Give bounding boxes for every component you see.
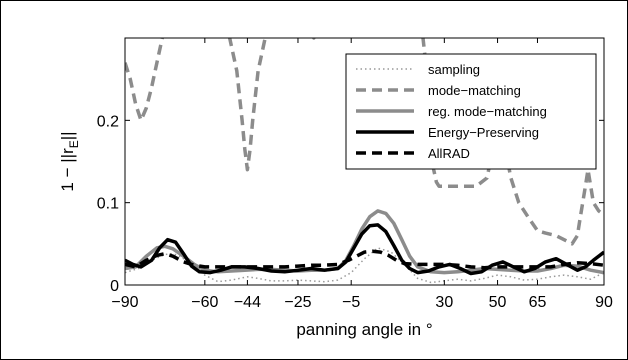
y-axis-label-subscript: E [67, 140, 81, 148]
y-axis-label-main: 1 − ||r [58, 148, 77, 192]
legend-label: mode−matching [428, 83, 521, 98]
legend: sampling mode−matching reg. mode−matching E… [345, 53, 597, 170]
tick-layer: −90 −60 −44 −25 −5 30 50 65 90 0 0.1 0.2 [97, 38, 613, 311]
svg-text:1 − ||rE||: 1 − ||rE|| [58, 131, 81, 191]
legend-label: AllRAD [428, 146, 470, 161]
legend-label: Energy−Preserving [428, 125, 539, 140]
x-tick-label: 30 [435, 294, 453, 311]
legend-label: sampling [428, 62, 480, 77]
legend-entry: sampling [356, 62, 480, 77]
series-layer [125, 38, 604, 284]
x-tick-label: 50 [489, 294, 507, 311]
x-tick-label: −44 [234, 294, 261, 311]
x-tick-label: 65 [529, 294, 547, 311]
plot-box [124, 37, 605, 286]
x-tick-label: −90 [111, 294, 138, 311]
x-tick-label: −25 [284, 294, 311, 311]
x-tick-label: 90 [595, 294, 613, 311]
legend-entry: reg. mode−matching [356, 104, 547, 119]
y-tick-label: 0.2 [97, 113, 119, 130]
legend-entry: Energy−Preserving [356, 125, 539, 140]
x-tick-label: −60 [191, 294, 218, 311]
legend-label: reg. mode−matching [428, 104, 547, 119]
series-line-5 [125, 249, 604, 270]
y-tick-label: 0 [110, 278, 119, 295]
x-axis-label: panning angle in ° [296, 320, 432, 339]
y-axis-label-end: || [58, 131, 77, 140]
x-tick-label: −5 [342, 294, 360, 311]
legend-entry: AllRAD [356, 146, 470, 161]
y-tick-label: 0.1 [97, 196, 119, 213]
series-line-3 [125, 209, 604, 275]
y-axis-label: 1 − ||rE|| [58, 131, 81, 191]
legend-entry: mode−matching [356, 83, 521, 98]
